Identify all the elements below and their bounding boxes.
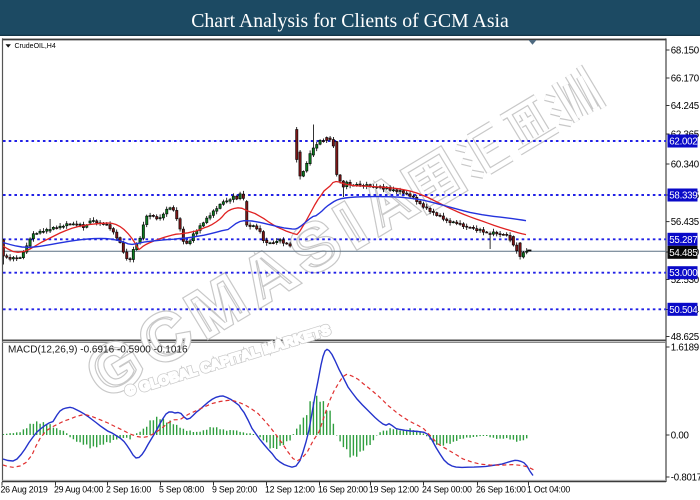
svg-text:24 Sep 00:00: 24 Sep 00:00: [422, 485, 472, 495]
svg-text:66.170: 66.170: [671, 74, 700, 85]
svg-text:26 Sep 16:00: 26 Sep 16:00: [476, 485, 526, 495]
svg-text:0.00: 0.00: [671, 431, 690, 442]
svg-text:58.339: 58.339: [669, 191, 697, 202]
svg-text:54.485: 54.485: [669, 248, 697, 259]
svg-text:5 Sep 08:00: 5 Sep 08:00: [159, 485, 204, 495]
svg-text:19 Sep 12:00: 19 Sep 12:00: [369, 485, 419, 495]
svg-text:12 Sep 12:00: 12 Sep 12:00: [265, 485, 315, 495]
svg-text:62.002: 62.002: [669, 137, 697, 148]
svg-text:29 Aug 04:00: 29 Aug 04:00: [54, 485, 104, 495]
svg-text:56.435: 56.435: [671, 217, 699, 228]
svg-text:16 Sep 20:00: 16 Sep 20:00: [318, 485, 368, 495]
svg-text:9 Sep 20:00: 9 Sep 20:00: [212, 485, 257, 495]
svg-text:68.150: 68.150: [671, 46, 700, 57]
svg-text:CrudeOIL,H4: CrudeOIL,H4: [15, 43, 56, 50]
svg-text:-0.8017: -0.8017: [671, 473, 700, 484]
svg-text:MACD(12,26,9) -0.6916 -0.5900: MACD(12,26,9) -0.6916 -0.5900 -0.1016: [8, 345, 188, 356]
svg-text:48.625: 48.625: [671, 332, 699, 343]
svg-text:1.6189: 1.6189: [671, 343, 699, 354]
svg-text:1 Oct 04:00: 1 Oct 04:00: [527, 485, 570, 495]
svg-text:55.287: 55.287: [669, 235, 697, 246]
svg-text:53.000: 53.000: [669, 268, 698, 279]
svg-text:Chart Analysis for Clients of: Chart Analysis for Clients of GCM Asia: [191, 10, 509, 32]
svg-text:50.504: 50.504: [669, 305, 698, 316]
svg-text:60.340: 60.340: [671, 160, 700, 171]
svg-text:64.245: 64.245: [671, 101, 699, 112]
svg-text:26 Aug 2019: 26 Aug 2019: [1, 485, 48, 495]
svg-text:52.530: 52.530: [671, 275, 700, 286]
svg-text:2 Sep 16:00: 2 Sep 16:00: [106, 485, 151, 495]
